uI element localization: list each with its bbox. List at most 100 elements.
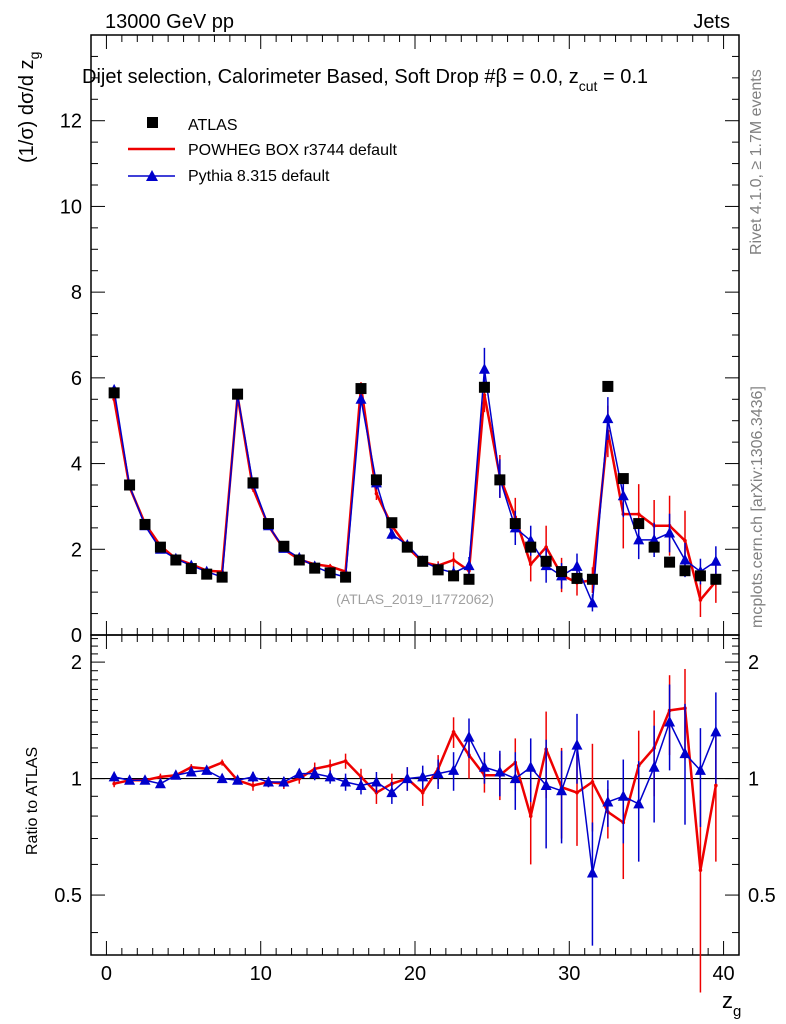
main-powheg-point bbox=[374, 491, 379, 496]
ratio-powheg-line bbox=[113, 706, 718, 871]
main-pythia-point bbox=[710, 555, 722, 566]
main-atlas-point bbox=[278, 540, 290, 552]
ratio-powheg-point bbox=[575, 790, 579, 795]
legend-atlas-marker bbox=[147, 117, 158, 128]
ratio-powheg-point bbox=[528, 814, 533, 818]
main-atlas-point bbox=[154, 541, 166, 553]
y-tick-label: 6 bbox=[71, 368, 82, 390]
ratio-y-tick-label-right: 2 bbox=[748, 652, 759, 674]
ratio-powheg-point bbox=[328, 763, 332, 768]
ratio-pythia-point bbox=[710, 725, 722, 737]
ratio-pythia-point bbox=[355, 779, 367, 790]
legend-pythia-marker bbox=[146, 170, 158, 181]
main-atlas-point bbox=[386, 517, 398, 529]
ratio-powheg-point bbox=[220, 760, 224, 765]
y-tick-label: 12 bbox=[60, 111, 82, 133]
ratio-pythia-point bbox=[340, 775, 352, 787]
ratio-pythia-point bbox=[293, 767, 305, 779]
main-powheg-point bbox=[528, 562, 533, 567]
main-pythia-point bbox=[478, 363, 490, 374]
main-atlas-point bbox=[540, 555, 552, 567]
main-atlas-point bbox=[124, 479, 136, 491]
ratio-pythia-point bbox=[170, 769, 182, 780]
main-powheg-point bbox=[482, 393, 487, 397]
main-atlas-point bbox=[679, 565, 691, 577]
ratio-pythia-point bbox=[386, 786, 398, 798]
main-atlas-point bbox=[602, 380, 614, 392]
ratio-pythia-point bbox=[370, 775, 382, 787]
ratio-pythia-point bbox=[262, 775, 274, 787]
ratio-pythia-point bbox=[432, 767, 444, 779]
x-axis-label-sub: g bbox=[733, 1003, 741, 1020]
category-label: Jets bbox=[693, 11, 730, 33]
ratio-y-tick-label-left: 2 bbox=[71, 652, 82, 674]
y-tick-label: 8 bbox=[71, 282, 82, 304]
ratio-pythia-point bbox=[247, 770, 259, 782]
ratio-pythia-point bbox=[602, 795, 614, 807]
main-atlas-point bbox=[247, 477, 259, 489]
main-atlas-point bbox=[617, 473, 629, 485]
main-atlas-point bbox=[648, 541, 660, 553]
main-atlas-point bbox=[432, 564, 444, 576]
ratio-y-axis-label: Ratio to ATLAS bbox=[24, 747, 41, 855]
ratio-y-tick-label-left: 1 bbox=[71, 769, 82, 791]
main-atlas-point bbox=[340, 571, 352, 583]
main-atlas-point bbox=[201, 568, 213, 580]
main-pythia-line bbox=[113, 369, 717, 604]
ratio-powheg-point bbox=[590, 780, 595, 784]
main-pythia-point bbox=[586, 596, 598, 608]
main-y-axis-label-text: (1/σ) dσ/d z bbox=[16, 59, 38, 163]
analysis-watermark: (ATLAS_2019_I1772062) bbox=[336, 591, 494, 607]
ratio-pythia-point bbox=[124, 774, 136, 785]
ratio-pythia-point bbox=[633, 797, 645, 809]
main-powheg-point bbox=[451, 558, 456, 562]
main-pythia-point bbox=[679, 554, 691, 565]
ratio-powheg-point bbox=[343, 759, 348, 763]
selection-title: Dijet selection, Calorimeter Based, Soft… bbox=[82, 66, 648, 94]
x-tick-label: 10 bbox=[250, 963, 272, 985]
selection-title-sub: cut bbox=[579, 78, 598, 94]
ratio-powheg-point bbox=[112, 781, 116, 786]
ratio-powheg-point bbox=[251, 783, 255, 788]
ratio-pythia-point bbox=[201, 764, 213, 775]
x-axis-label: zg bbox=[722, 988, 741, 1020]
ratio-powheg-point bbox=[698, 868, 703, 872]
main-atlas-point bbox=[525, 541, 537, 553]
main-atlas-point bbox=[370, 474, 382, 486]
ratio-y-tick-label-right: 0.5 bbox=[748, 885, 776, 907]
main-atlas-point bbox=[139, 518, 151, 530]
ratio-pythia-point bbox=[232, 774, 244, 785]
ratio-pythia-point bbox=[401, 772, 413, 784]
main-atlas-point bbox=[556, 566, 568, 578]
ratio-pythia-point bbox=[154, 777, 166, 789]
ratio-pythia-point bbox=[540, 779, 552, 790]
rivet-version-text: Rivet 4.1.0, ≥ 1.7M events bbox=[748, 69, 765, 255]
ratio-powheg-point bbox=[420, 790, 425, 795]
main-atlas-point bbox=[262, 518, 274, 530]
main-y-axis-label: (1/σ) dσ/d zg bbox=[16, 52, 42, 163]
main-atlas-point bbox=[509, 518, 521, 530]
main-pythia-point bbox=[602, 412, 614, 424]
ratio-pythia-point bbox=[478, 761, 490, 772]
main-atlas-point bbox=[710, 573, 722, 585]
ratio-pythia-point bbox=[278, 775, 290, 787]
main-atlas-point bbox=[417, 555, 429, 567]
legend-powheg-label: POWHEG BOX r3744 default bbox=[188, 142, 398, 159]
main-atlas-point bbox=[324, 567, 336, 579]
energy-label: 13000 GeV pp bbox=[105, 11, 234, 33]
main-pythia-point bbox=[633, 533, 645, 545]
ratio-pythia-point bbox=[108, 770, 120, 782]
main-atlas-point bbox=[633, 518, 645, 530]
main-atlas-point bbox=[355, 383, 367, 395]
main-atlas-point bbox=[216, 571, 228, 583]
main-pythia-point bbox=[571, 560, 583, 571]
legend-pythia-label: Pythia 8.315 default bbox=[188, 168, 330, 185]
ratio-pythia-point bbox=[216, 772, 228, 784]
main-pythia-point bbox=[617, 489, 629, 501]
main-y-axis-label-sub: g bbox=[26, 52, 42, 60]
x-tick-label: 30 bbox=[558, 963, 580, 985]
main-powheg-point bbox=[683, 538, 687, 543]
main-powheg-line bbox=[112, 386, 717, 603]
selection-title-tail: = 0.1 bbox=[597, 66, 648, 88]
